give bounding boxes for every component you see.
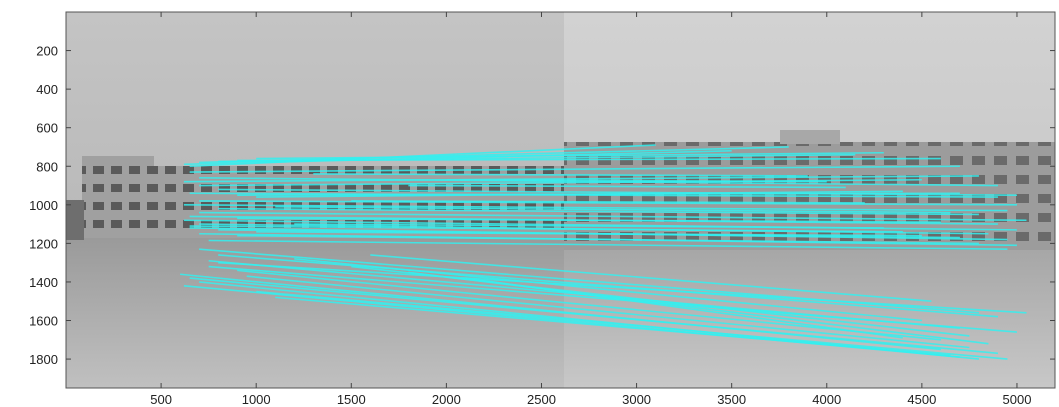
- x-axis-ticks: 500 1000 1500 2000 2500 3000 3500 4000 4500 5000: [150, 12, 1031, 407]
- match-line-25: [256, 231, 922, 237]
- match-line-9: [183, 175, 979, 183]
- match-line-28: [189, 225, 903, 233]
- match-line-40: [189, 277, 999, 355]
- match-line-5: [237, 157, 941, 162]
- match-line-37: [218, 254, 999, 318]
- y-tick-label-1800: 1800: [29, 352, 58, 367]
- x-tick-label-4000: 4000: [812, 392, 841, 407]
- x-tick-label-4500: 4500: [907, 392, 936, 407]
- axes-frame: [65, 11, 1056, 389]
- match-line-33: [313, 173, 808, 177]
- left-photo-building-tower: [82, 156, 154, 238]
- y-axis-ticks: 200 400 600 800 1000 1200 1400 1600 1800: [29, 44, 1055, 367]
- right-photo-building-roof: [780, 130, 840, 144]
- match-line-44: [218, 261, 1027, 314]
- match-line-32: [446, 178, 827, 183]
- match-line-27: [237, 234, 979, 245]
- match-line-30: [351, 200, 865, 204]
- y-tick-label-800: 800: [36, 159, 58, 174]
- match-line-17: [218, 207, 979, 216]
- match-line-10: [199, 178, 922, 187]
- y-tick-label-200: 200: [36, 44, 58, 59]
- y-tick-label-600: 600: [36, 121, 58, 136]
- match-line-31: [408, 184, 846, 189]
- match-line-49: [465, 277, 903, 339]
- left-photo-tree: [66, 200, 84, 240]
- match-line-18: [199, 211, 1027, 222]
- match-line-14: [256, 190, 903, 198]
- match-line-4: [189, 144, 656, 168]
- match-line-50: [275, 296, 951, 357]
- match-line-34: [275, 205, 951, 214]
- match-line-16: [183, 204, 1008, 212]
- match-line-12: [189, 192, 998, 198]
- match-line-52: [208, 265, 1018, 333]
- match-line-53: [246, 275, 970, 349]
- y-tick-label-1200: 1200: [29, 236, 58, 251]
- x-tick-label-1500: 1500: [337, 392, 366, 407]
- y-tick-label-1400: 1400: [29, 275, 58, 290]
- x-tick-label-3500: 3500: [717, 392, 746, 407]
- y-tick-label-400: 400: [36, 82, 58, 97]
- x-tick-label-2500: 2500: [527, 392, 556, 407]
- background-photographs: [66, 12, 1055, 388]
- feature-match-lines: [180, 144, 1027, 360]
- match-line-29: [294, 223, 884, 229]
- x-tick-label-500: 500: [150, 392, 172, 407]
- match-line-45: [237, 269, 941, 341]
- y-tick-label-1600: 1600: [29, 314, 58, 329]
- match-line-35: [208, 239, 1008, 250]
- x-tick-label-5000: 5000: [1003, 392, 1032, 407]
- match-line-43: [256, 290, 1008, 360]
- match-line-51: [370, 254, 932, 303]
- match-line-15: [199, 200, 1017, 206]
- match-line-20: [237, 217, 941, 223]
- x-tick-label-1000: 1000: [242, 392, 271, 407]
- match-line-7: [189, 165, 960, 173]
- match-line-46: [294, 258, 922, 322]
- x-tick-label-2000: 2000: [432, 392, 461, 407]
- y-tick-label-1000: 1000: [29, 198, 58, 213]
- match-line-6: [256, 151, 884, 160]
- x-tick-label-3000: 3000: [622, 392, 651, 407]
